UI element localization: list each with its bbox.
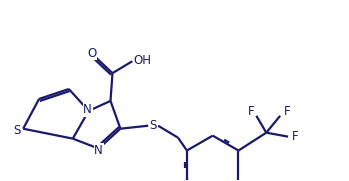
Text: F: F	[248, 105, 255, 118]
Text: N: N	[83, 103, 92, 116]
Text: F: F	[292, 130, 298, 143]
Text: O: O	[87, 47, 96, 60]
Text: S: S	[14, 124, 21, 137]
Text: N: N	[94, 144, 103, 157]
Text: F: F	[284, 105, 290, 118]
Text: OH: OH	[133, 54, 151, 67]
Text: S: S	[149, 119, 157, 132]
